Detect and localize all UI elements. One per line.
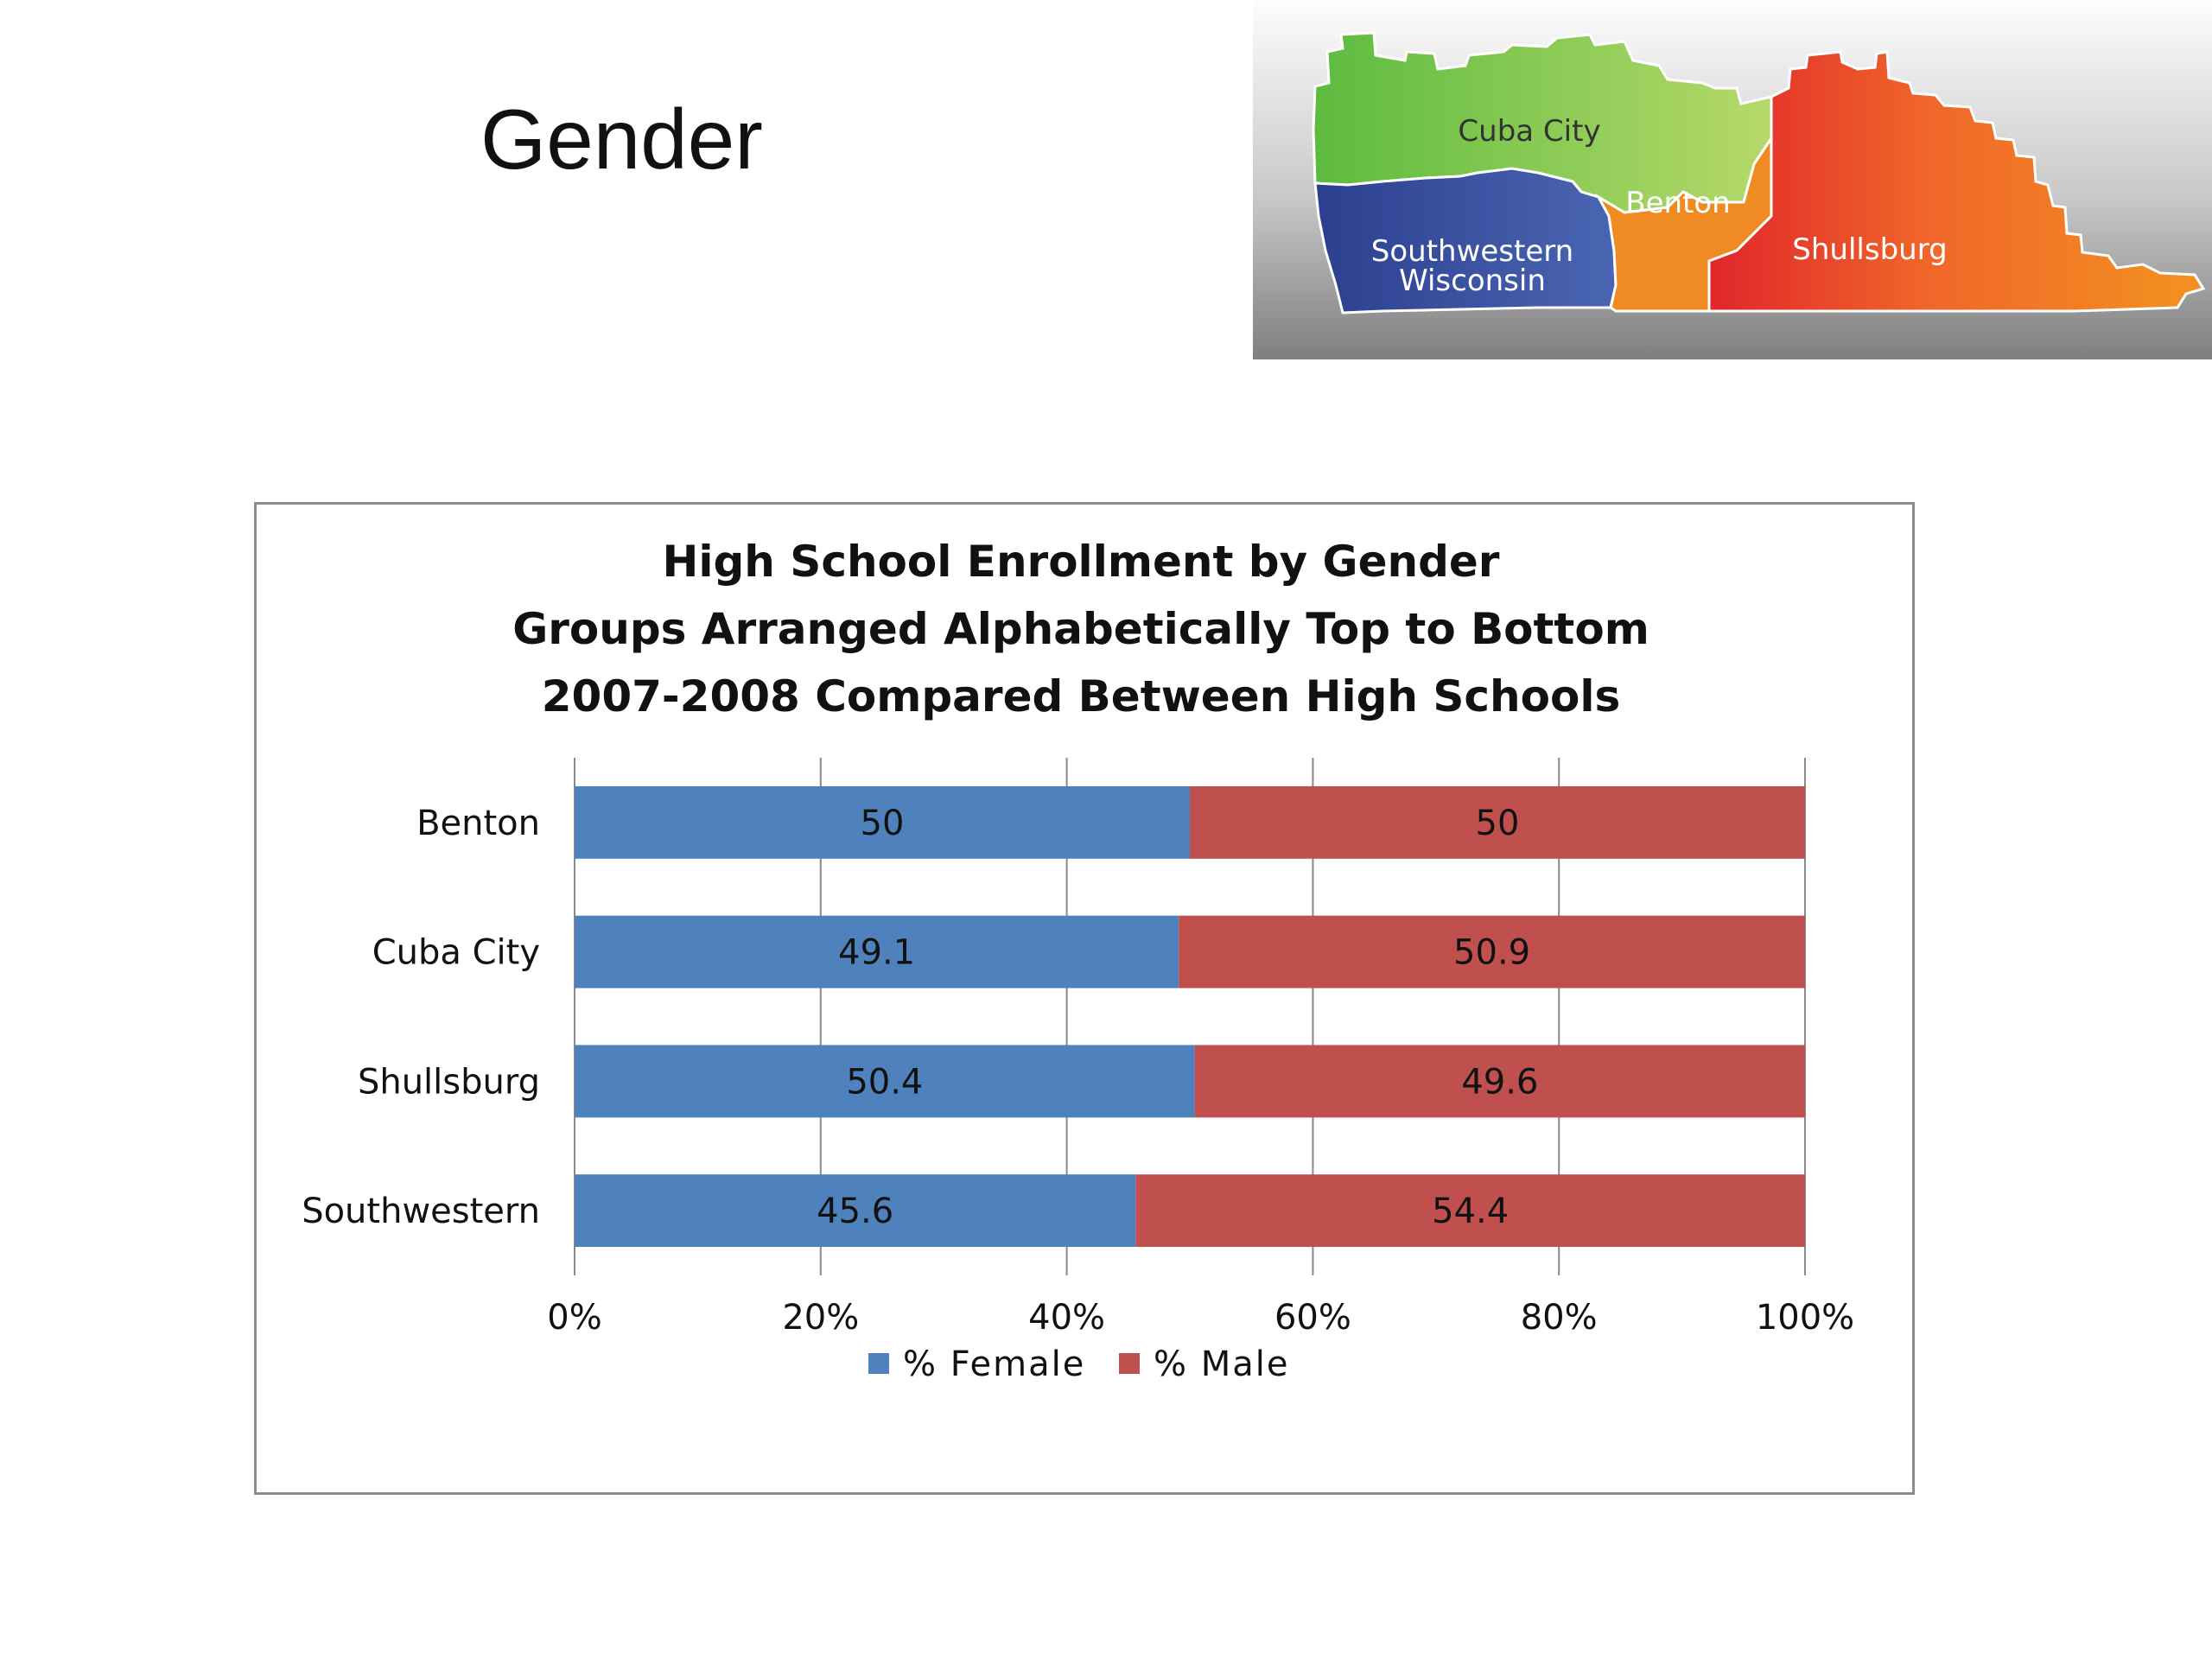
data-label: 49.6: [1461, 1062, 1538, 1102]
x-tick-label: 100%: [1756, 1298, 1854, 1338]
category-label: Benton: [416, 804, 540, 843]
bar-female: [575, 1045, 1195, 1118]
data-label: 50.4: [846, 1062, 923, 1102]
chart-category-labels: Benton Cuba City Shullsburg Southwestern: [302, 804, 540, 1231]
category-label: Southwestern: [302, 1192, 540, 1231]
map-label-cuba-city: Cuba City: [1458, 114, 1600, 149]
chart-x-ticks: 0% 20% 40% 60% 80% 100%: [547, 1298, 1854, 1338]
chart-title-line: High School Enrollment by Gender: [663, 537, 1500, 587]
data-label: 50: [1476, 804, 1520, 843]
legend-label: % Male: [1154, 1344, 1289, 1384]
legend-label: % Female: [903, 1344, 1085, 1384]
data-label: 54.4: [1432, 1192, 1509, 1231]
bar-female: [575, 915, 1179, 988]
chart-legend: % Female % Male: [868, 1344, 1289, 1384]
legend-swatch: [868, 1353, 889, 1374]
chart-title-line: Groups Arranged Alphabetically Top to Bo…: [512, 604, 1649, 654]
category-label: Cuba City: [372, 933, 540, 973]
data-label: 49.1: [838, 933, 915, 973]
map-label-benton: Benton: [1625, 186, 1730, 220]
data-label: 50: [861, 804, 905, 843]
x-tick-label: 20%: [782, 1298, 859, 1338]
chart-bars: [575, 785, 1805, 1248]
bar-male: [1194, 1045, 1805, 1118]
x-tick-label: 60%: [1274, 1298, 1351, 1338]
category-label: Shullsburg: [358, 1062, 540, 1102]
bar-male: [1190, 785, 1805, 859]
x-tick-label: 80%: [1521, 1298, 1598, 1338]
data-label: 45.6: [817, 1192, 893, 1231]
chart-title-line: 2007-2008 Compared Between High Schools: [542, 671, 1621, 721]
x-tick-label: 0%: [547, 1298, 601, 1338]
map-label-wisconsin: Wisconsin: [1399, 264, 1546, 298]
district-map: Cuba City Benton Southwestern Wisconsin …: [1253, 0, 2212, 359]
slide-title: Gender: [480, 92, 763, 187]
bar-female: [575, 1174, 1136, 1248]
legend-swatch: [1119, 1353, 1140, 1374]
map-label-shullsburg: Shullsburg: [1792, 232, 1947, 267]
chart-data-labels: 50 50 49.1 50.9 50.4 49.6 45.6 54.4: [817, 804, 1538, 1231]
bar-male: [1179, 915, 1805, 988]
map-region-shullsburg: [1707, 50, 2206, 313]
data-label: 50.9: [1453, 933, 1530, 973]
chart-title: High School Enrollment by Gender Groups A…: [512, 537, 1649, 721]
bar-male: [1135, 1174, 1805, 1248]
x-tick-label: 40%: [1028, 1298, 1105, 1338]
bar-female: [575, 785, 1190, 859]
district-map-graphic: Cuba City Benton Southwestern Wisconsin …: [1312, 31, 2206, 315]
map-label-southwestern: Southwestern: [1371, 234, 1573, 269]
chart-frame: High School Enrollment by Gender Groups A…: [254, 502, 1915, 1495]
stacked-bar-chart: High School Enrollment by Gender Groups A…: [302, 537, 1854, 1384]
